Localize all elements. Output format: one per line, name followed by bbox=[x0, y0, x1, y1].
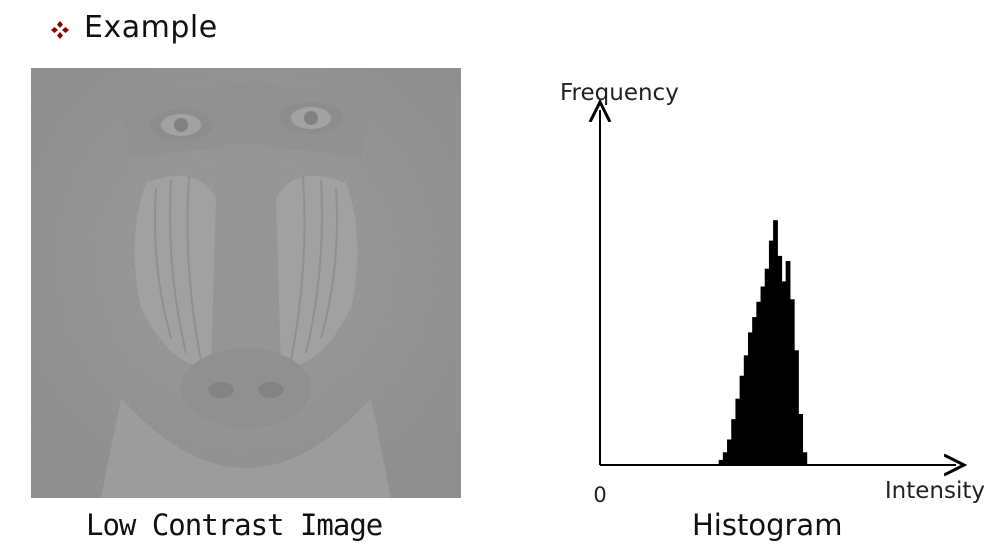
histogram-bar bbox=[739, 375, 745, 465]
histogram-bar bbox=[718, 459, 724, 465]
histogram-bar bbox=[785, 261, 791, 465]
low-contrast-baboon-image bbox=[31, 68, 461, 498]
histogram-bar bbox=[731, 419, 737, 465]
histogram-bar bbox=[789, 299, 795, 465]
histogram-bar bbox=[722, 452, 728, 465]
histogram-bar bbox=[743, 355, 749, 465]
histogram-caption: Histogram bbox=[692, 508, 843, 542]
histogram-bar bbox=[735, 398, 741, 465]
histogram-bar bbox=[764, 268, 770, 465]
image-caption: Low Contrast Image bbox=[86, 508, 383, 542]
histogram-bar bbox=[727, 439, 732, 465]
histogram-chart: Frequency Intensity 0 bbox=[560, 80, 985, 507]
histogram-bar bbox=[773, 220, 778, 465]
histogram-bar bbox=[760, 286, 766, 465]
histogram-bar bbox=[747, 332, 753, 465]
diamond-bullet-icon bbox=[51, 21, 69, 39]
histogram-bar bbox=[794, 350, 799, 465]
histogram-bar bbox=[756, 301, 762, 465]
histogram-bar bbox=[768, 240, 774, 465]
histogram-bar bbox=[798, 414, 804, 465]
histogram-bar bbox=[752, 317, 757, 465]
page-heading: Example bbox=[84, 10, 218, 45]
histogram-bar bbox=[777, 255, 783, 465]
x-origin-label: 0 bbox=[593, 483, 606, 507]
x-axis-label: Intensity bbox=[885, 478, 985, 504]
histogram-bars bbox=[718, 220, 808, 465]
histogram-bar bbox=[802, 452, 808, 465]
histogram-bar bbox=[781, 281, 787, 465]
y-axis-label: Frequency bbox=[560, 80, 679, 106]
